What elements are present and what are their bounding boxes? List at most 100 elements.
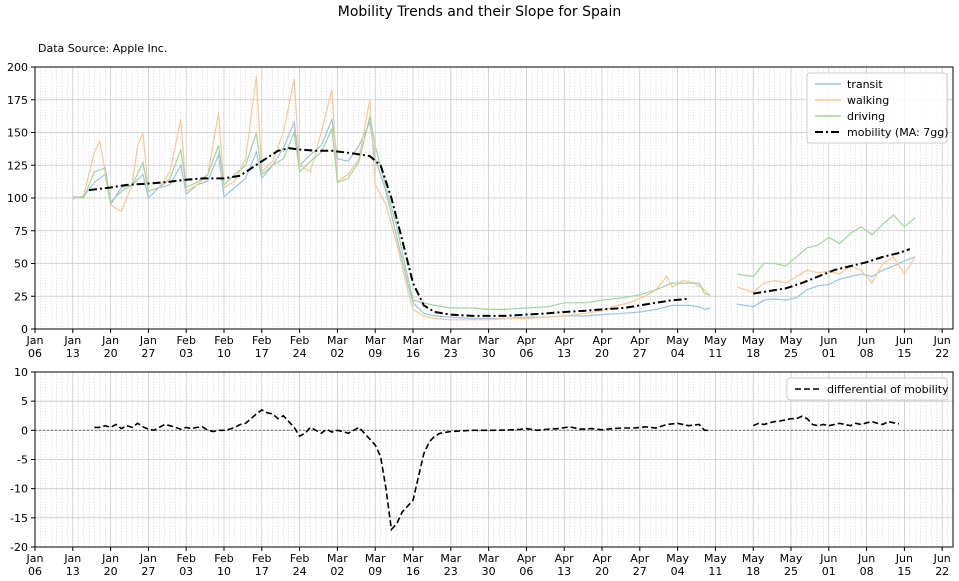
x-tick-label-month: Jun bbox=[857, 552, 875, 565]
x-tick-label-month: Feb bbox=[290, 334, 309, 347]
x-tick-label-date: 06 bbox=[28, 565, 42, 578]
x-tick-label-month: Mar bbox=[478, 334, 499, 347]
x-tick-label-date: 24 bbox=[293, 347, 307, 360]
y-tick-label: 10 bbox=[14, 366, 28, 379]
series-walking bbox=[72, 76, 916, 321]
x-tick-label-month: Apr bbox=[630, 552, 650, 565]
y-tick-label: 25 bbox=[14, 290, 28, 303]
y-tick-label: 125 bbox=[7, 159, 28, 172]
x-tick-label-month: Apr bbox=[555, 552, 575, 565]
x-tick-label-date: 06 bbox=[28, 347, 42, 360]
x-tick-label-month: Mar bbox=[403, 552, 424, 565]
legend-label-transit: transit bbox=[847, 78, 883, 91]
x-tick-label-date: 23 bbox=[444, 347, 458, 360]
x-tick-label-month: Apr bbox=[592, 334, 612, 347]
y-tick-label: -15 bbox=[10, 512, 28, 525]
x-tick-label-month: Jan bbox=[26, 552, 44, 565]
y-tick-label: 5 bbox=[21, 395, 28, 408]
legend-label-differential-of-mobility: differential of mobility bbox=[827, 383, 949, 396]
x-tick-label-month: May bbox=[704, 552, 727, 565]
x-tick-label-date: 08 bbox=[860, 565, 874, 578]
x-tick-label-date: 04 bbox=[671, 347, 685, 360]
x-tick-label-date: 18 bbox=[746, 347, 760, 360]
x-tick-label-month: Feb bbox=[214, 334, 233, 347]
x-tick-label-month: May bbox=[666, 334, 689, 347]
series-differential-of-mobility bbox=[94, 408, 900, 532]
x-tick-label-month: Apr bbox=[517, 552, 537, 565]
x-tick-label-date: 11 bbox=[708, 347, 722, 360]
legend-box bbox=[806, 72, 948, 144]
x-tick-label-month: Feb bbox=[252, 334, 271, 347]
x-tick-label-month: Feb bbox=[290, 552, 309, 565]
x-tick-label-date: 27 bbox=[141, 565, 155, 578]
y-tick-label: 0 bbox=[21, 424, 28, 437]
x-tick-label-month: Mar bbox=[365, 552, 386, 565]
y-tick-label: -5 bbox=[17, 454, 28, 467]
x-tick-label-date: 16 bbox=[406, 347, 420, 360]
x-tick-label-month: Jan bbox=[139, 552, 157, 565]
x-tick-label-date: 23 bbox=[444, 565, 458, 578]
legend-box bbox=[786, 377, 948, 401]
x-tick-label-date: 06 bbox=[519, 347, 533, 360]
legend-label-driving: driving bbox=[847, 110, 885, 123]
x-tick-label-date: 13 bbox=[66, 565, 80, 578]
y-tick-label: -10 bbox=[10, 483, 28, 496]
diff-grid bbox=[34, 371, 954, 548]
x-tick-label-month: Mar bbox=[478, 552, 499, 565]
mobility-differential-panel: -20-15-10-50510Jan06Jan13Jan20Jan27Feb03… bbox=[10, 366, 954, 578]
x-tick-label-month: Jan bbox=[63, 552, 81, 565]
x-tick-label-date: 27 bbox=[141, 347, 155, 360]
x-tick-label-date: 06 bbox=[519, 565, 533, 578]
x-tick-label-month: Jun bbox=[895, 552, 913, 565]
series-driving bbox=[72, 116, 916, 310]
x-tick-label-month: Apr bbox=[555, 334, 575, 347]
y-tick-label: 150 bbox=[7, 127, 28, 140]
x-tick-label-month: Feb bbox=[176, 552, 195, 565]
x-tick-label-date: 13 bbox=[66, 347, 80, 360]
x-tick-label-date: 04 bbox=[671, 565, 685, 578]
x-tick-label-month: Jun bbox=[819, 334, 837, 347]
x-tick-label-month: May bbox=[742, 334, 765, 347]
x-tick-label-date: 08 bbox=[860, 347, 874, 360]
x-tick-label-date: 13 bbox=[557, 347, 571, 360]
x-tick-label-date: 22 bbox=[935, 565, 949, 578]
x-tick-label-date: 18 bbox=[746, 565, 760, 578]
x-tick-label-month: Jun bbox=[933, 334, 951, 347]
x-tick-label-month: Jun bbox=[933, 552, 951, 565]
x-tick-label-date: 03 bbox=[179, 347, 193, 360]
x-tick-label-month: Feb bbox=[214, 552, 233, 565]
x-tick-label-date: 01 bbox=[822, 565, 836, 578]
x-tick-label-month: Apr bbox=[630, 334, 650, 347]
x-tick-label-date: 11 bbox=[708, 565, 722, 578]
diff-legend: differential of mobility bbox=[786, 377, 949, 401]
x-tick-label-date: 24 bbox=[293, 565, 307, 578]
x-tick-label-date: 22 bbox=[935, 347, 949, 360]
x-tick-label-date: 02 bbox=[330, 565, 344, 578]
x-tick-label-month: May bbox=[666, 552, 689, 565]
x-tick-label-month: Apr bbox=[592, 552, 612, 565]
x-tick-label-month: Jan bbox=[26, 334, 44, 347]
x-tick-label-month: Jan bbox=[63, 334, 81, 347]
x-tick-label-month: May bbox=[742, 552, 765, 565]
x-tick-label-month: Jan bbox=[101, 552, 119, 565]
x-tick-label-month: Jun bbox=[819, 552, 837, 565]
x-tick-label-date: 27 bbox=[633, 565, 647, 578]
x-tick-label-date: 09 bbox=[368, 347, 382, 360]
legend-label-walking: walking bbox=[847, 94, 889, 107]
x-tick-label-date: 10 bbox=[217, 347, 231, 360]
x-tick-label-date: 03 bbox=[179, 565, 193, 578]
y-tick-label: 175 bbox=[7, 94, 28, 107]
data-source-label: Data Source: Apple Inc. bbox=[38, 42, 168, 55]
y-tick-label: 100 bbox=[7, 192, 28, 205]
x-tick-label-date: 02 bbox=[330, 347, 344, 360]
series-mobility-ma-7gg bbox=[88, 147, 911, 317]
y-tick-label: 50 bbox=[14, 258, 28, 271]
x-tick-label-month: Feb bbox=[176, 334, 195, 347]
x-tick-label-date: 15 bbox=[897, 565, 911, 578]
x-tick-label-month: Jan bbox=[101, 334, 119, 347]
x-tick-label-date: 20 bbox=[595, 565, 609, 578]
x-tick-label-date: 10 bbox=[217, 565, 231, 578]
y-tick-label: 200 bbox=[7, 61, 28, 74]
y-tick-label: 75 bbox=[14, 225, 28, 238]
